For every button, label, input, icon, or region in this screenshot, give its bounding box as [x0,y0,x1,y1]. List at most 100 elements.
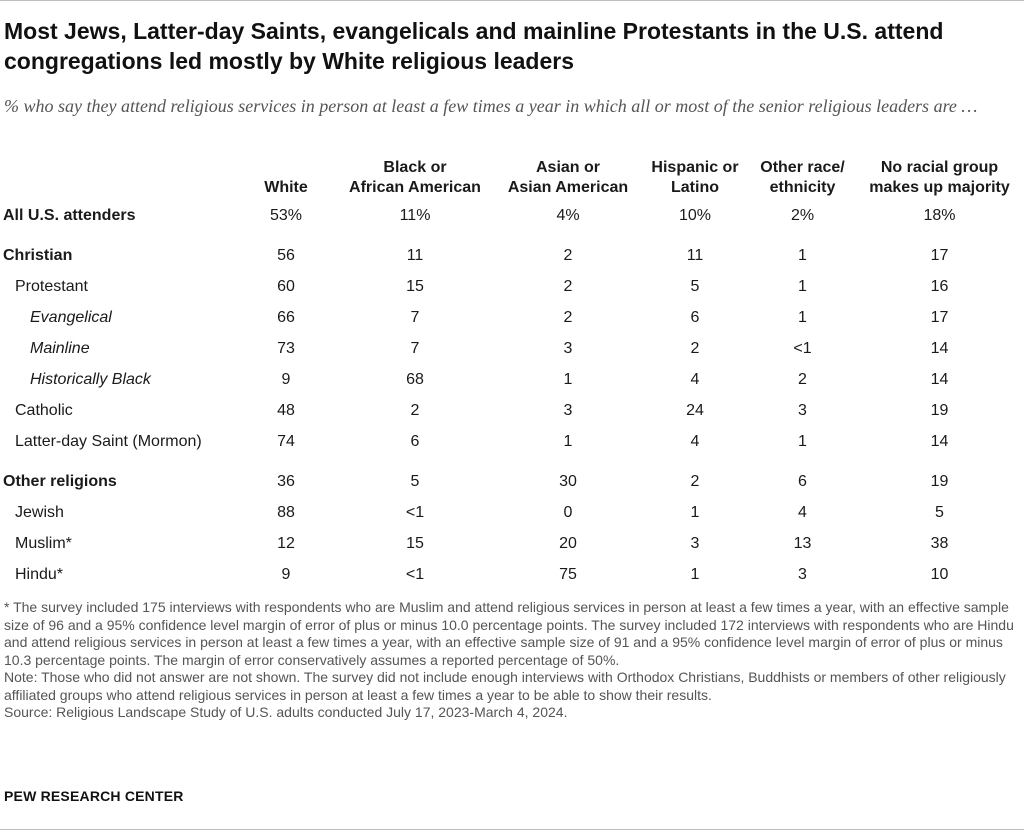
table-cell: 66 [277,308,295,326]
table-cell: 4 [690,370,700,388]
chart-title: Most Jews, Latter-day Saints, evangelica… [4,18,944,74]
table-cell: 68 [406,370,424,388]
table-cell: 19 [930,472,949,490]
table-cell: 1 [690,565,700,583]
table-row: Catholic 48 2 3 24 3 19 [0,395,1024,426]
table-cell: 1 [798,246,807,264]
table-cell: <1 [405,503,425,521]
table-cell: 3 [563,401,573,419]
row-label: Latter-day Saint (Mormon) [15,432,202,450]
table-cell: 38 [930,534,949,552]
table-cell: 20 [559,534,577,552]
table-cell: 2 [563,246,573,264]
table-cell: 18% [923,206,956,224]
table-cell: 10% [678,206,712,224]
footnotes: * The survey included 175 interviews wit… [4,599,1022,722]
table-row: Christian 56 11 2 11 1 17 [0,231,1024,271]
table-cell: 2 [798,370,807,388]
column-header: Hispanic or Latino [651,159,739,196]
table-cell: 4 [798,503,807,521]
table-cell: 1 [563,432,573,450]
table-row: Latter-day Saint (Mormon) 74 6 1 4 1 14 [0,426,1024,457]
table-cell: 14 [930,432,949,450]
table-cell: 11% [399,206,431,224]
table-cell: 1 [798,308,807,326]
table-cell: <1 [405,565,425,583]
row-label: Catholic [15,401,73,419]
table-cell: 6 [798,472,807,490]
row-label: Historically Black [30,370,151,388]
table-cell: 1 [563,370,573,388]
table-cell: 30 [559,472,577,490]
table-row: Evangelical 66 7 2 6 1 17 [0,302,1024,333]
table-cell: 17 [930,246,949,264]
column-header: No racial group makes up majority [869,159,1010,196]
table-cell: 2 [563,277,573,295]
table-cell: 11 [406,246,424,264]
table-cell: 60 [277,277,295,295]
table-cell: 2 [563,308,573,326]
table-row: All U.S. attenders 53% 11% 4% 10% 2% 18% [0,200,1024,231]
table-row: Other religions 36 5 30 2 6 19 [0,457,1024,497]
footnote-sample: * The survey included 175 interviews wit… [4,599,1014,668]
table-cell: 5 [935,503,944,521]
table-cell: 19 [930,401,949,419]
table-cell: 11 [686,246,704,264]
table-cell: 12 [277,534,295,552]
table-cell: 75 [559,565,577,583]
footnote-source: Source: Religious Landscape Study of U.S… [4,704,568,720]
brand-logo-text: PEW RESEARCH CENTER [4,788,184,804]
table-cell: 2 [410,401,420,419]
table-cell: 15 [406,534,424,552]
table-cell: 7 [410,308,420,326]
table-cell: 36 [277,472,295,490]
table-cell: 3 [563,339,573,357]
table-cell: 0 [563,503,573,521]
table-cell: 4 [690,432,700,450]
table-cell: 5 [410,472,420,490]
table-cell: 56 [277,246,295,264]
table-cell: 24 [686,401,704,419]
table-cell: 48 [277,401,295,419]
table-cell: 14 [930,370,949,388]
table-cell: 1 [798,432,807,450]
table-cell: 2% [790,206,815,224]
table-cell: 53% [269,206,303,224]
table-cell: 3 [690,534,700,552]
table-cell: 10 [930,565,949,583]
row-label-header [0,154,238,200]
table-row: Jewish 88 <1 0 1 4 5 [0,497,1024,528]
table-row: Protestant 60 15 2 5 1 16 [0,271,1024,302]
table-cell: 16 [930,277,949,295]
table-row: Historically Black 9 68 1 4 2 14 [0,364,1024,395]
footnote-note: Note: Those who did not answer are not s… [4,669,1006,703]
row-label: Muslim* [15,534,72,552]
row-label: Mainline [30,339,90,357]
table-cell: 3 [798,565,807,583]
column-header: Black or African American [349,159,481,196]
table-cell: 17 [930,308,949,326]
table-cell: 7 [410,339,420,357]
table-cell: 88 [277,503,295,521]
row-label: Christian [3,246,73,264]
top-rule [0,0,1024,1]
table-cell: 1 [798,277,807,295]
column-header: White [264,179,308,196]
row-label: Jewish [15,503,64,521]
column-header: Other race/ethnicity [760,159,845,196]
table-cell: 13 [793,534,812,552]
table-row: Hindu* 9 <1 75 1 3 10 [0,559,1024,590]
table-cell: 2 [690,339,700,357]
row-label: Hindu* [15,565,64,583]
row-label: Evangelical [30,308,112,326]
row-label: All U.S. attenders [3,206,136,224]
table-cell: 6 [690,308,700,326]
table-cell: 74 [277,432,295,450]
table-row: Muslim* 12 15 20 3 13 38 [0,528,1024,559]
table-cell: 1 [690,503,700,521]
table-cell: <1 [793,339,812,357]
table-cell: 6 [410,432,420,450]
row-label: Protestant [15,277,88,295]
table-cell: 9 [281,565,291,583]
row-label: Other religions [3,472,117,490]
